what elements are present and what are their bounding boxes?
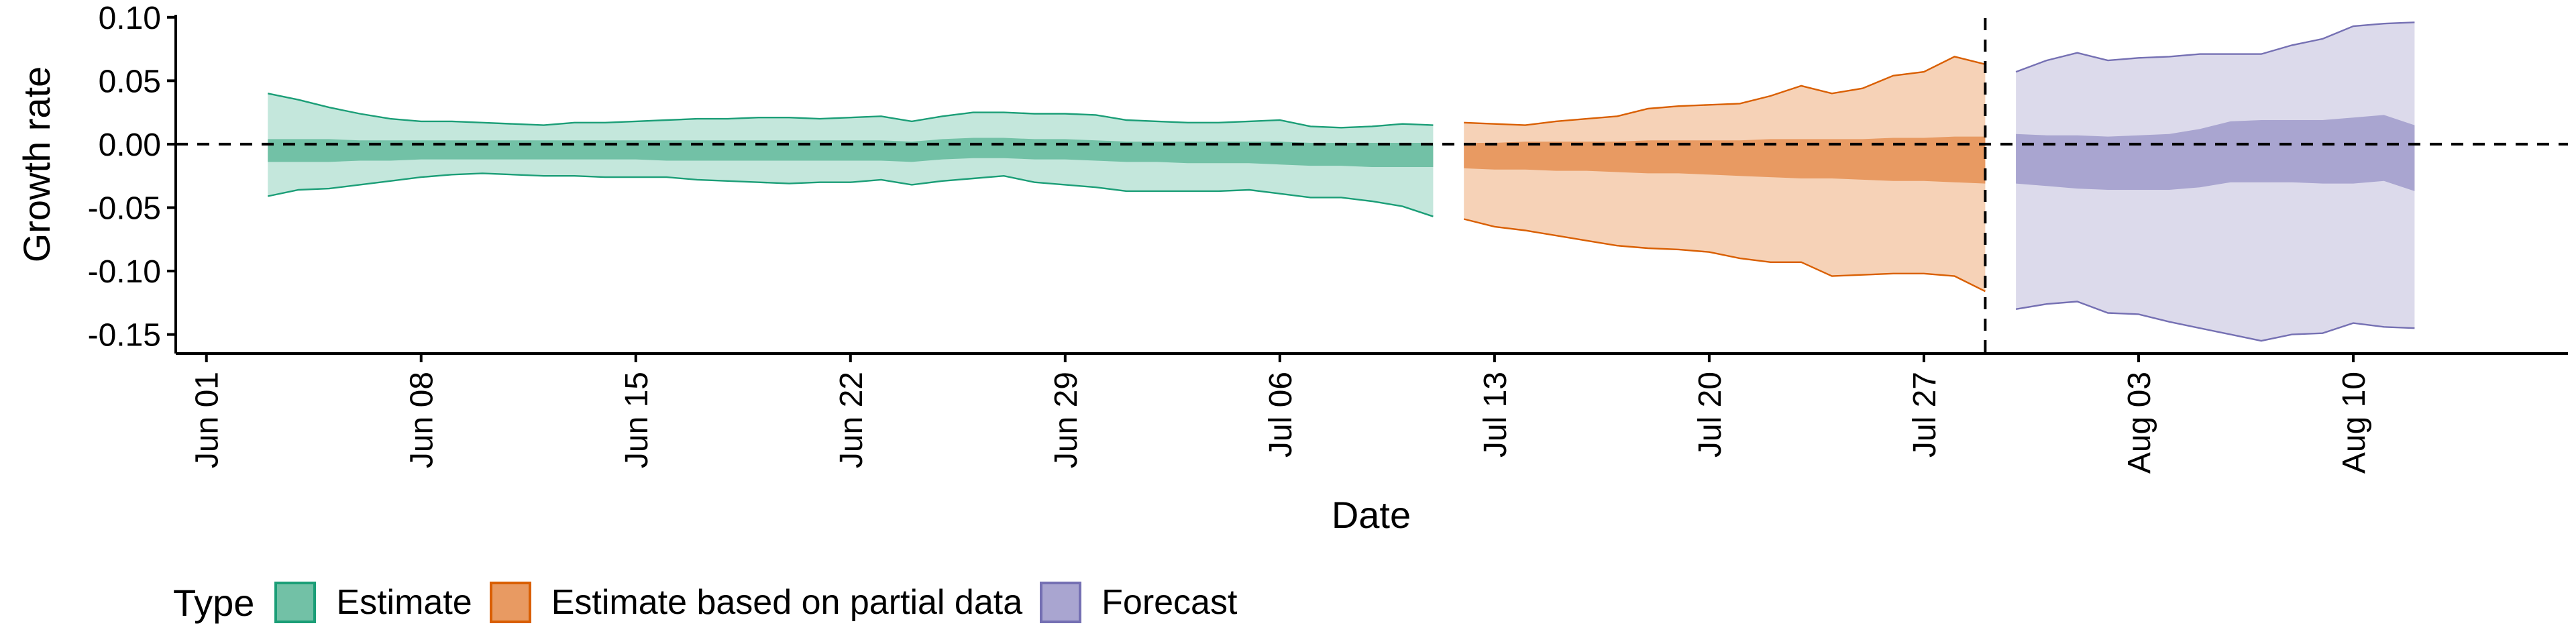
x-tick-label: Jun 01 bbox=[190, 372, 225, 468]
axes: 0.10 0.05 0.00 -0.05 -0.10 -0.15 Jun 01 Jun 08 J… bbox=[88, 1, 2568, 474]
y-axis-label: Growth rate bbox=[15, 66, 58, 263]
y-tick-label: -0.05 bbox=[88, 191, 161, 226]
y-tick-label: 0.05 bbox=[99, 64, 161, 99]
legend: Type Estimate Estimate based on partial … bbox=[173, 576, 1254, 629]
band-lower-line-forecast bbox=[2015, 301, 2415, 342]
legend-item-estimate: Estimate bbox=[274, 582, 472, 623]
legend-item-forecast: Forecast bbox=[1040, 582, 1237, 623]
x-tick-label: Jul 06 bbox=[1263, 372, 1299, 458]
x-tick-label: Aug 10 bbox=[2337, 372, 2372, 474]
x-tick-label: Jun 29 bbox=[1049, 372, 1084, 468]
x-tick-label: Jun 15 bbox=[619, 372, 655, 468]
legend-key-partial bbox=[489, 582, 531, 623]
x-tick-label: Aug 03 bbox=[2122, 372, 2157, 474]
band-upper-line-estimate-based-on-partial-data bbox=[1464, 56, 1986, 126]
x-tick-label: Jun 22 bbox=[834, 372, 869, 468]
x-tick-label: Jul 13 bbox=[1478, 372, 1513, 458]
band-inner-estimate-based-on-partial-data bbox=[1464, 136, 1986, 184]
reference-lines bbox=[176, 18, 2568, 354]
legend-label-partial: Estimate based on partial data bbox=[551, 583, 1023, 622]
legend-label-forecast: Forecast bbox=[1102, 583, 1238, 622]
band-inner-forecast bbox=[2016, 115, 2415, 191]
legend-title: Type bbox=[173, 581, 255, 624]
band-upper-line-estimate bbox=[267, 93, 1434, 129]
legend-key-forecast bbox=[1040, 582, 1082, 623]
legend-label-estimate: Estimate bbox=[336, 583, 472, 622]
y-tick-label: -0.10 bbox=[88, 254, 161, 290]
x-tick-label: Jun 08 bbox=[405, 372, 440, 468]
band-lower-line-estimate bbox=[267, 172, 1434, 217]
y-tick-label: 0.10 bbox=[99, 1, 161, 36]
legend-key-estimate bbox=[274, 582, 317, 623]
series-bands bbox=[267, 21, 2415, 342]
band-upper-line-forecast bbox=[2015, 21, 2415, 73]
y-tick-label: -0.15 bbox=[88, 318, 161, 354]
x-tick-label: Jul 27 bbox=[1907, 372, 1943, 458]
y-tick-label: 0.00 bbox=[99, 127, 161, 163]
legend-item-partial: Estimate based on partial data bbox=[489, 582, 1023, 623]
x-axis-label: Date bbox=[1332, 494, 1411, 536]
x-tick-label: Jul 20 bbox=[1693, 372, 1728, 458]
band-lower-line-estimate-based-on-partial-data bbox=[1463, 218, 1986, 292]
